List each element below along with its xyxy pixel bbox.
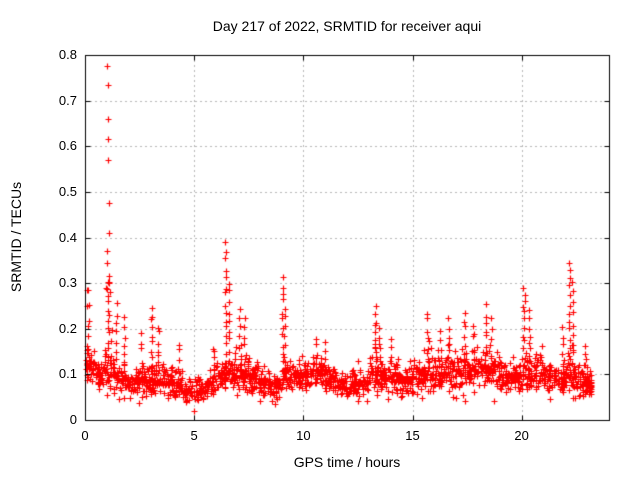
y-tick-label: 0.3	[58, 275, 77, 291]
y-tick-label: 0.8	[58, 47, 77, 62]
x-tick-label: 5	[190, 428, 198, 443]
chart-title: Day 217 of 2022, SRMTID for receiver aqu…	[212, 18, 482, 34]
y-tick-label: 0.5	[58, 183, 77, 199]
y-tick-label: 0.6	[58, 138, 77, 154]
x-tick-label: 10	[296, 428, 311, 443]
x-tick-label: 0	[81, 428, 89, 443]
y-tick-label: 0.2	[58, 320, 77, 336]
y-tick-label: 0	[69, 412, 77, 427]
x-axis-title: GPS time / hours	[293, 454, 401, 470]
y-tick-label: 0.7	[58, 92, 77, 108]
y-tick-label: 0.4	[58, 229, 77, 245]
y-tick-label: 0.1	[58, 366, 77, 382]
x-tick-label: 15	[405, 428, 420, 443]
x-tick-label: 20	[514, 428, 529, 443]
y-axis-title: SRMTID / TECUs	[8, 181, 24, 293]
